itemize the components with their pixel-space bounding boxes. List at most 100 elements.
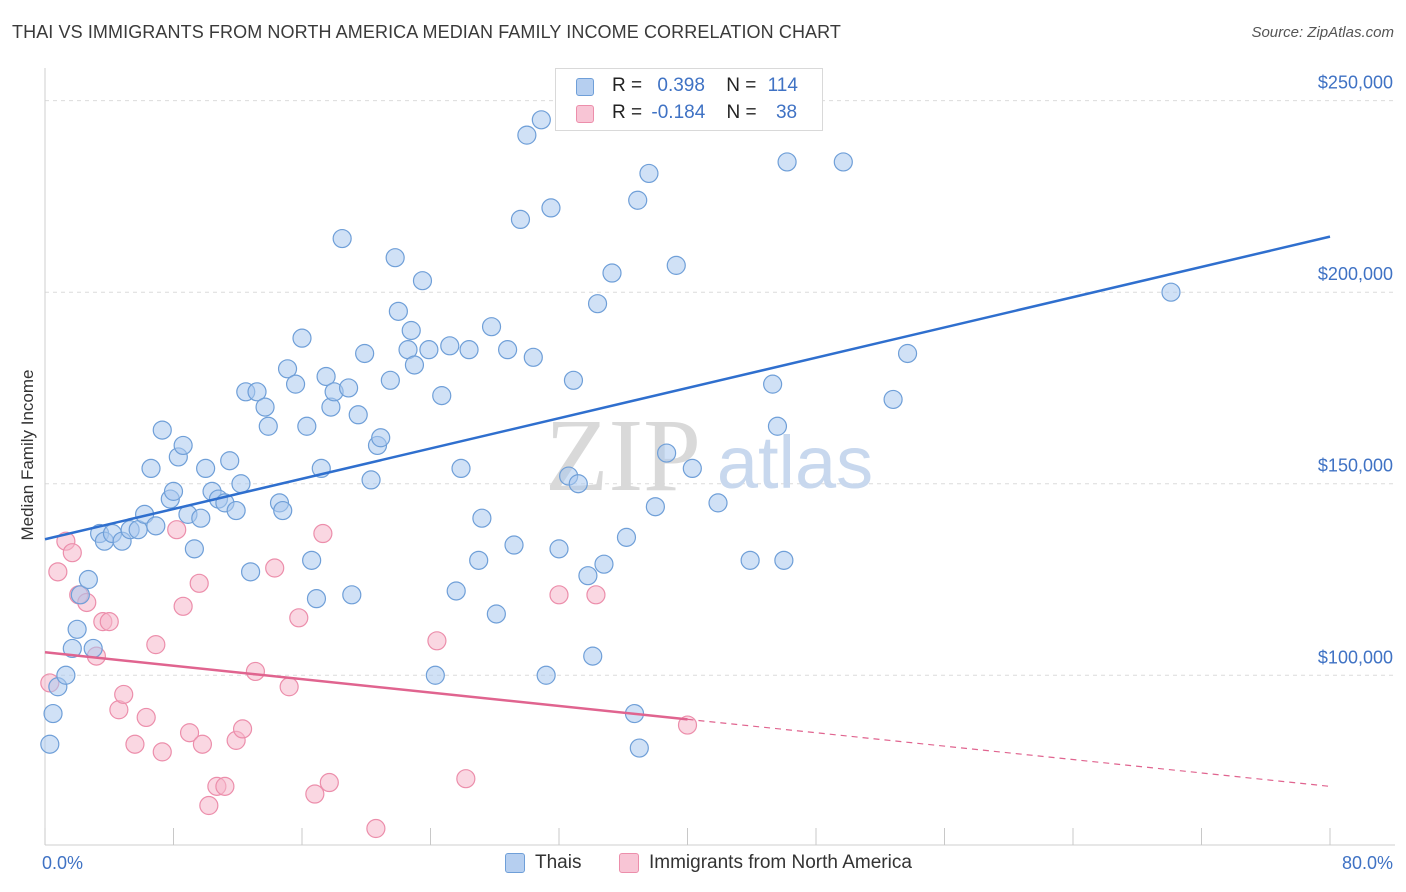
thais-point — [531, 110, 551, 130]
immigrants-point — [167, 520, 187, 540]
thais-point — [401, 320, 421, 341]
immigrants-point — [146, 635, 166, 655]
thais-point — [486, 604, 506, 624]
thais-point — [883, 389, 903, 410]
thais-point — [425, 665, 445, 685]
immigrants-point — [62, 543, 82, 563]
thais-point — [469, 550, 489, 570]
immigrants-point — [427, 631, 447, 651]
r-value: 0.398 — [657, 75, 705, 96]
r-label: R = — [612, 75, 643, 96]
immigrants-point — [215, 776, 235, 796]
thais-point — [472, 508, 492, 528]
thais-point — [163, 481, 184, 501]
immigrants-point — [199, 795, 219, 816]
immigrants-point — [549, 585, 569, 605]
thais-point — [404, 355, 425, 375]
n-value: 38 — [775, 102, 798, 123]
thais-point — [639, 163, 659, 184]
thais-point — [348, 405, 368, 425]
thais-point — [56, 665, 76, 685]
thais-point — [306, 589, 327, 609]
thais-point — [380, 370, 400, 390]
thais-point — [292, 328, 312, 348]
y-tick-label: $150,000 — [1318, 456, 1393, 476]
thais-point — [517, 125, 537, 145]
thais-point — [763, 374, 783, 394]
x-tick-label-min: 0.0% — [42, 853, 83, 873]
thais-point — [371, 428, 391, 448]
thais-point — [578, 566, 598, 586]
y-tick-labels: $100,000 $150,000 $200,000 $250,000 — [1318, 73, 1393, 668]
immigrants-point — [232, 719, 253, 739]
thais-point — [602, 263, 622, 283]
thais-point — [523, 347, 543, 367]
thais-point — [419, 340, 439, 360]
immigrants-point — [48, 562, 68, 582]
immigrants-point — [192, 734, 213, 754]
thais-point — [83, 638, 103, 659]
immigrants-swatch — [576, 105, 594, 123]
immigrants-point — [136, 707, 156, 728]
immigrants-point — [305, 784, 325, 804]
thais-point — [666, 255, 686, 275]
thais-point — [440, 336, 460, 356]
thais-point — [412, 271, 433, 291]
thais-point — [498, 340, 518, 360]
thais-point — [708, 493, 728, 513]
thais-point — [361, 470, 381, 490]
thais-point — [594, 554, 614, 574]
thais-point — [342, 585, 362, 605]
thais-point — [316, 366, 336, 387]
thais-point — [510, 209, 531, 230]
thais-point — [536, 665, 556, 685]
thais-point — [767, 416, 788, 436]
thais-point — [152, 420, 172, 440]
thais-point — [897, 343, 918, 364]
n-label: N = — [726, 102, 757, 123]
n-value: 114 — [767, 75, 798, 96]
thais-point — [504, 535, 524, 555]
thais-legend-label: Thais — [535, 852, 582, 873]
thais-point — [628, 190, 648, 210]
thais-legend-swatch — [505, 853, 525, 873]
thais-point — [833, 152, 853, 172]
immigrants-point — [456, 769, 476, 789]
immigrants-legend-swatch — [619, 853, 639, 873]
thais-point — [583, 646, 603, 666]
source-label: Source: ZipAtlas.com — [1251, 24, 1394, 41]
thais-point — [302, 550, 322, 570]
immigrants-point — [319, 772, 339, 793]
thais-point — [338, 378, 359, 398]
trend-lines — [44, 235, 1331, 787]
thais-point — [1161, 282, 1181, 302]
immigrants-point — [366, 818, 386, 839]
y-tick-label: $200,000 — [1318, 264, 1393, 284]
thais-point — [629, 738, 649, 758]
thais-point — [385, 248, 405, 268]
thais-point — [62, 638, 82, 659]
correlation-legend: R = 0.398 N = 114 R = -0.184 N = 38 — [555, 68, 823, 131]
watermark: ZIP atlas — [545, 398, 873, 513]
immigrants-point — [173, 596, 193, 616]
y-tick-label: $250,000 — [1318, 73, 1393, 93]
x-tick-label-max: 80.0% — [1342, 853, 1393, 873]
r-value: -0.184 — [651, 102, 706, 123]
thais-point — [446, 581, 466, 601]
thais-point — [231, 474, 251, 494]
thais-point — [645, 497, 665, 517]
immigrants-legend-label: Immigrants from North America — [649, 852, 912, 873]
thais-point — [568, 474, 588, 494]
thais-point — [273, 500, 293, 521]
thais-point — [184, 539, 204, 559]
immigrants-point — [289, 608, 309, 628]
n-label: N = — [726, 75, 757, 96]
immigrants-point — [99, 612, 119, 632]
thais-point — [451, 458, 471, 479]
thais-point — [191, 508, 211, 528]
thais-point — [173, 435, 193, 456]
thais-point — [459, 340, 479, 360]
thais-swatch — [576, 78, 594, 96]
thais-point — [247, 382, 267, 402]
thais-point — [67, 619, 87, 639]
